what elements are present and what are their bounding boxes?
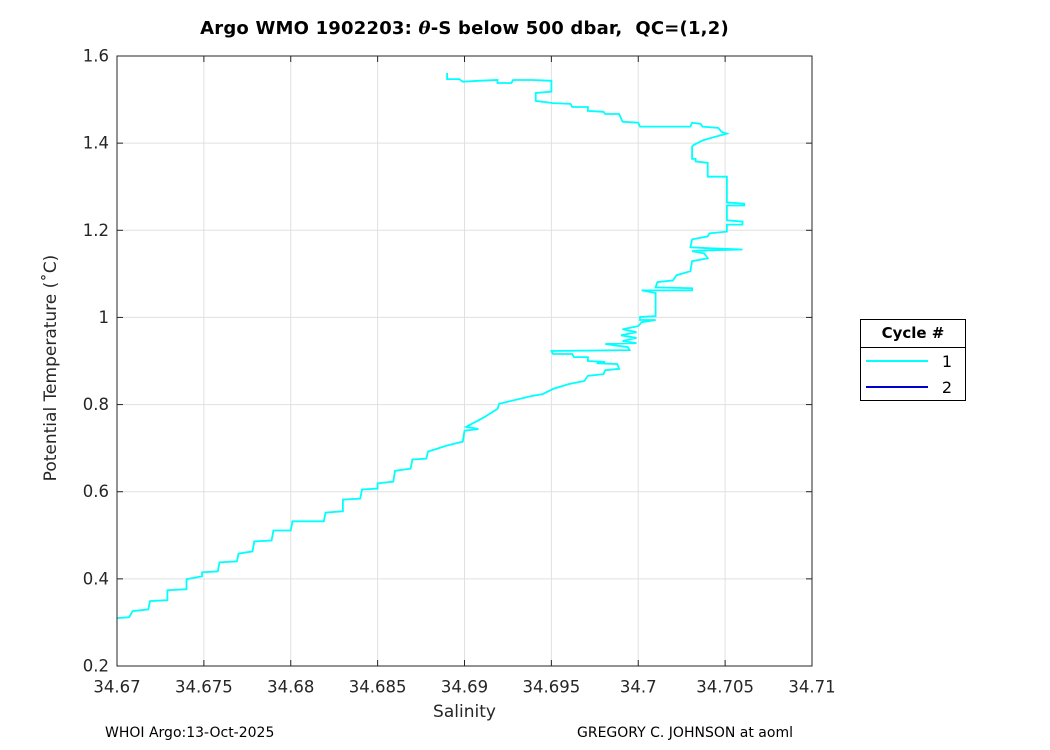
x-tick-label: 34.69 (441, 678, 488, 697)
x-tick-label: 34.67 (93, 678, 140, 697)
y-tick-label: 0.6 (83, 482, 109, 501)
x-tick-label: 34.7 (620, 678, 657, 697)
x-tick-label: 34.685 (349, 678, 407, 697)
y-tick-label: 0.4 (83, 569, 109, 588)
footer-credit-text: GREGORY C. JOHNSON at aoml (577, 725, 793, 741)
plot-title: Argo WMO 1902203: θ-S below 500 dbar, QC… (117, 18, 812, 39)
legend-label-cycle-2: 2 (941, 377, 952, 397)
legend-entry-cycle-2: 2 (861, 374, 965, 400)
profile-line-cycle-1 (116, 73, 746, 619)
theta-symbol: θ (418, 18, 431, 39)
x-tick-label: 34.71 (788, 678, 835, 697)
y-tick-label: 1 (99, 308, 110, 327)
x-tick-label: 34.705 (696, 678, 754, 697)
y-tick-label: 0.2 (83, 657, 109, 676)
x-tick-label: 34.695 (523, 678, 581, 697)
y-axis-label: Potential Temperature (˚C) (41, 254, 61, 482)
footer-source-text: WHOI Argo:13-Oct-2025 (105, 725, 275, 741)
legend-title: Cycle # (861, 320, 965, 348)
y-tick-label: 1.4 (83, 134, 109, 153)
plot-title-prefix: Argo WMO 1902203: (200, 18, 419, 39)
y-tick-label: 0.8 (83, 395, 109, 414)
y-tick-label: 1.6 (83, 47, 109, 66)
x-tick-label: 34.675 (175, 678, 233, 697)
legend-box: Cycle # 1 2 (860, 319, 966, 401)
plot-title-suffix: -S below 500 dbar, QC=(1,2) (430, 18, 729, 39)
legend-label-cycle-1: 1 (941, 351, 952, 371)
y-tick-label: 1.2 (83, 221, 109, 240)
legend-line-sample-cycle-1 (866, 360, 928, 362)
legend-line-sample-cycle-2 (866, 386, 928, 388)
x-axis-label: Salinity (433, 702, 496, 722)
x-tick-label: 34.68 (267, 678, 314, 697)
legend-entry-cycle-1: 1 (861, 348, 965, 374)
